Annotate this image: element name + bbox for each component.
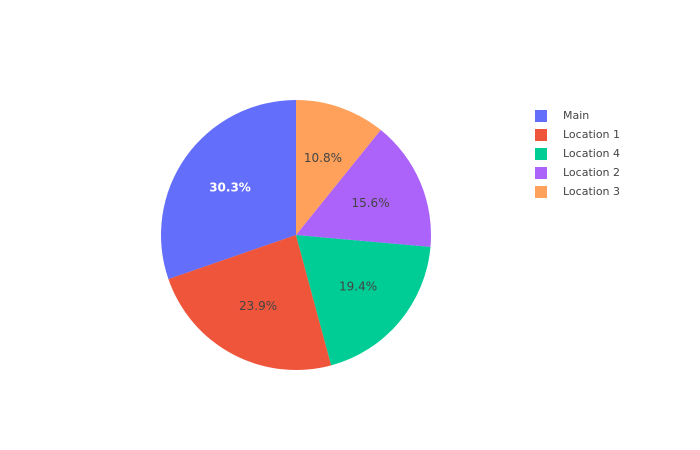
legend-label-main: Main	[563, 109, 590, 122]
legend-swatch-location-1	[535, 128, 547, 141]
pie-slice-main[interactable]	[160, 100, 296, 280]
slice-label-main: 30.3%	[209, 181, 251, 195]
legend-label-location-3: Location 3	[563, 185, 621, 198]
legend-swatch-location-2	[535, 166, 547, 179]
legend-label-location-1: Location 1	[563, 128, 621, 141]
legend: Main Location 1 Location 4 Location 2 Lo…	[535, 106, 620, 201]
pie-slice-location-3[interactable]	[296, 100, 381, 235]
slice-label-location-1: 23.9%	[239, 299, 277, 313]
legend-item-location-3[interactable]: Location 3	[535, 182, 620, 201]
legend-item-main[interactable]: Main	[535, 106, 620, 125]
legend-swatch-location-4	[535, 147, 547, 160]
legend-label-location-4: Location 4	[563, 147, 621, 160]
pie-slice-location-4[interactable]	[296, 235, 431, 366]
legend-swatch-main	[535, 109, 547, 122]
legend-swatch-location-3	[535, 185, 547, 198]
slice-label-location-4: 19.4%	[339, 280, 377, 294]
slice-label-location-3: 10.8%	[304, 151, 342, 165]
slice-label-location-2: 15.6%	[351, 196, 389, 210]
legend-item-location-4[interactable]: Location 4	[535, 144, 620, 163]
legend-item-location-1[interactable]: Location 1	[535, 125, 620, 144]
pie-slice-location-2[interactable]	[296, 129, 431, 247]
legend-item-location-2[interactable]: Location 2	[535, 163, 620, 182]
pie-slice-location-1[interactable]	[168, 235, 332, 370]
legend-label-location-2: Location 2	[563, 166, 621, 179]
